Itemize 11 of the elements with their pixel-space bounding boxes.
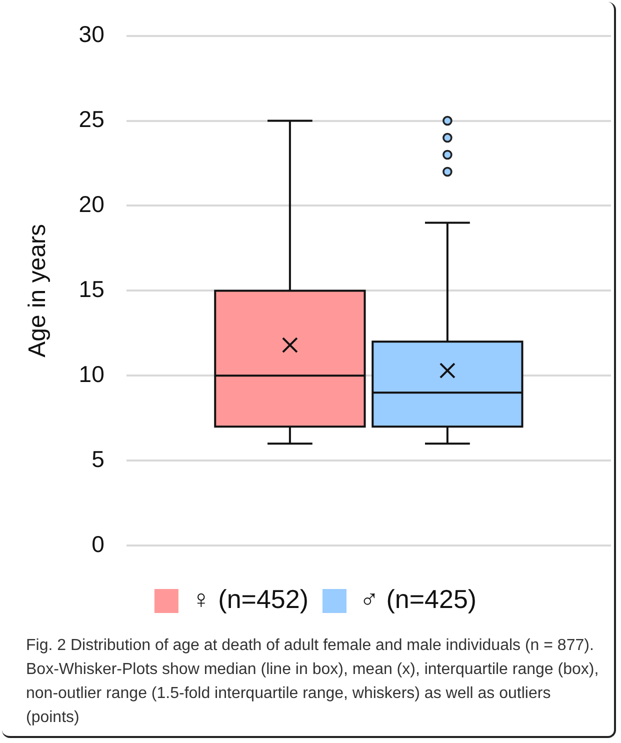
y-tick-label: 30 — [78, 21, 104, 48]
y-tick-label: 0 — [92, 530, 104, 557]
y-axis-title: Age in years — [24, 224, 52, 358]
legend-label: ♀ (n=452) — [191, 584, 309, 614]
y-tick-label: 15 — [78, 276, 104, 302]
legend-label: ♂ (n=425) — [360, 584, 477, 614]
y-tick-label: 20 — [78, 191, 104, 218]
y-tick-label: 5 — [92, 446, 104, 472]
y-tick-label: 25 — [78, 106, 104, 132]
y-tick-label: 10 — [78, 361, 104, 388]
caption: Fig. 2 Distribution of age at death of adult female and male individuals (n = 877). Box-Whisker-Plots show median (line in box), mean (x), interquartile range (box), non-outlier range (1.5-fold interquartile range, whiskers) as well as outliers (points) — [26, 636, 600, 728]
